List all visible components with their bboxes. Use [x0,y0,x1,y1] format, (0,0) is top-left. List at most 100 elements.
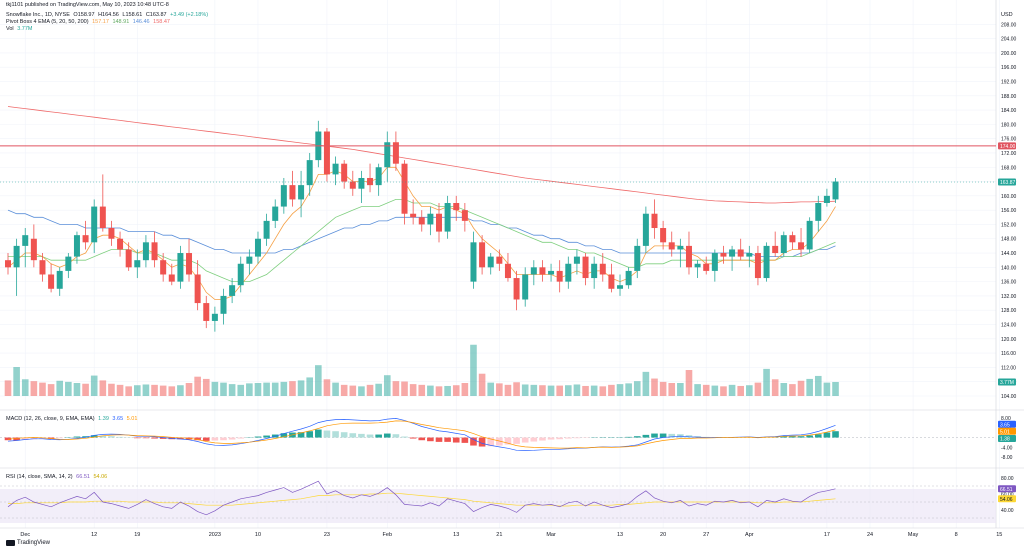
volume-bar [478,373,486,396]
rsi-line [7,480,836,516]
time-tick-label: Mar [546,532,556,538]
macd-hist-bar [366,434,374,438]
macd-hist-bar [427,437,434,442]
macd-hist-bar [39,437,46,439]
volume-bar [702,384,710,396]
volume-bar [418,384,426,396]
macd-hist-bar [478,437,486,447]
candle-body [479,242,486,268]
macd-hist-bar [82,436,89,438]
candle-body [608,274,615,289]
horizontal-line-174[interactable] [0,145,996,183]
rsi-name: RSI (14, close, SMA, 14, 2) [6,474,73,480]
candle-body [720,253,727,257]
price-tick-label: 196.00 [1001,65,1017,71]
rsi-tick-label: 60.00 [1001,492,1014,498]
volume-bar [642,371,650,396]
macd-hist-bar [470,437,477,446]
candle-body [522,274,529,300]
volume-bar [521,384,529,396]
volume-bar [565,385,572,396]
macd-hist-bar [383,433,391,438]
price-badge-174-bg [998,142,1016,150]
macd-hist-bar [13,437,20,441]
macd-hist-bar [823,432,831,438]
macd-hist-bar [108,436,115,438]
macd-hist-bar [177,437,184,440]
volume-bar [237,384,245,396]
grid [0,0,1024,529]
volume-bar [513,382,520,396]
rsi-ma-badge-bg [998,495,1016,503]
ema5-value: 157.17 [92,19,109,25]
volume-bar [832,381,839,396]
price-badge-174: 174.00 [1000,144,1016,150]
volume-bar [582,385,589,396]
hist-badge: 1.38 [1000,437,1010,443]
currency-label: USD [1001,12,1013,18]
macd-hist-bar [452,437,460,443]
macd-name: MACD (12, 26, close, 9, EMA, EMA) [6,416,95,422]
volume-bar [780,383,788,396]
macd-hist-bar [323,430,331,438]
macd-hist-bar [280,433,288,438]
macd-hist-bar [504,437,512,445]
macd-hist-bar [651,433,658,438]
volume-badge-bg [998,378,1016,386]
macd-hist-bar [194,437,201,441]
candle-body [142,242,149,261]
candle-body [384,142,391,168]
candle-body [410,213,417,218]
volume-bar [789,384,796,396]
volume-bar [556,385,563,396]
price-tick-label: 148.00 [1001,237,1017,243]
macd-hist-bar [237,437,245,439]
candle-body [194,274,201,304]
candle-body [151,242,158,261]
candle-body [91,206,98,243]
price-tick-label: 168.00 [1001,165,1017,171]
time-tick-label: 21 [496,532,502,538]
candle-body [668,242,675,250]
candles [5,120,839,332]
macd-hist-bar [90,435,98,438]
candle-body [306,160,313,186]
candle-body [392,142,399,164]
macd-hist-bar [814,434,822,438]
candle-body [591,263,598,279]
volume-bar [711,385,719,396]
macd-hist-bar [73,436,81,438]
time-tick-label: 15 [996,532,1002,538]
macd-hist-bar [547,437,555,440]
ema5-path [7,166,836,300]
time-tick-label: 17 [824,532,830,538]
volume-bar [392,381,400,396]
price-tick-label: 180.00 [1001,122,1017,128]
volume-bar [30,381,38,396]
signal-badge: 5.01 [1000,429,1010,435]
tradingview-brand[interactable]: TradingView [6,540,50,546]
candle-body [780,235,787,254]
candle-body [280,185,287,207]
price-tick-label: 172.00 [1001,151,1017,157]
ema200-value: 158.47 [153,19,170,25]
candle-body [504,263,511,279]
candle-body [203,303,210,321]
ema-indicator-name: Pivot Boss 4 EMA (5, 20, 50, 200) [6,19,89,25]
volume-bar [306,377,313,396]
candle-body [556,270,563,282]
volume-bar [427,385,434,396]
volume-bar [444,385,451,396]
macd-hist-bar [392,434,400,438]
macd-hist-bar [633,436,641,438]
volume-bar [608,384,615,396]
candle-body [427,213,434,225]
time-tick-label: May [908,532,919,538]
volume-bar [470,344,477,396]
price-tick-label: 140.00 [1001,265,1017,271]
candle-body [272,206,279,221]
volume-bar [823,382,831,396]
volume-bar [13,367,20,396]
macd-value-2: 3.65 [112,416,124,422]
